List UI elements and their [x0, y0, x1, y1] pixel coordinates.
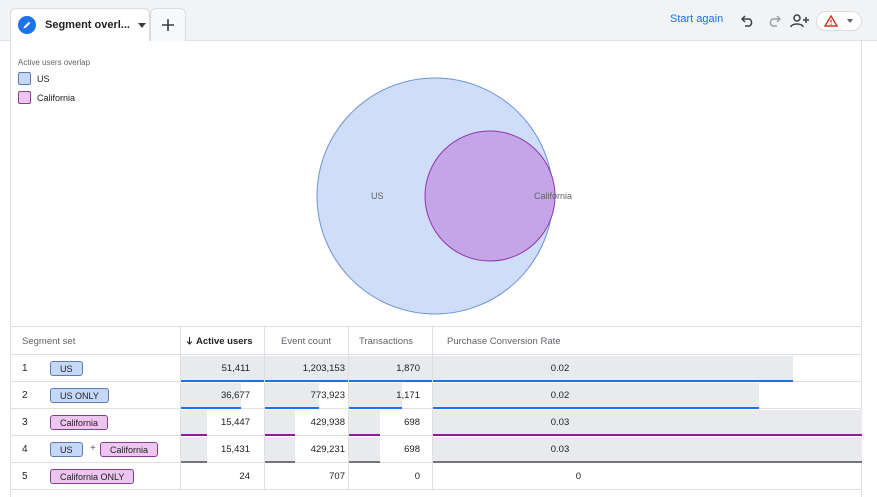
header-active-users[interactable]: Active users — [180, 327, 264, 355]
warning-icon — [824, 15, 838, 27]
legend-label-california: California — [37, 92, 76, 103]
undo-icon[interactable] — [739, 12, 757, 30]
table-header: Segment set Active users Event count Tra… — [10, 327, 862, 355]
segment-table: Segment set Active users Event count Tra… — [10, 326, 862, 490]
segment-chip-us[interactable]: US — [50, 361, 83, 376]
pencil-icon[interactable] — [18, 16, 36, 34]
table-row[interactable]: 5 California ONLY 24 707 0 0 — [10, 463, 862, 490]
segment-chip-us[interactable]: US — [50, 442, 83, 457]
header-segment-set[interactable]: Segment set — [22, 335, 76, 347]
header-transactions[interactable]: Transactions — [348, 327, 432, 355]
legend-label-us: US — [37, 73, 50, 84]
legend-swatch-california — [18, 91, 31, 104]
segment-plus: + — [90, 443, 96, 454]
top-bar: Segment overl... Start again — [0, 0, 877, 41]
legend-item-us[interactable]: US — [18, 72, 50, 85]
segment-overlap-panel: Active users overlap US California US Ca… — [10, 41, 862, 497]
start-again-button[interactable]: Start again — [670, 13, 724, 25]
legend-item-california[interactable]: California — [18, 91, 75, 104]
legend-title: Active users overlap — [18, 58, 91, 67]
venn-label-california: California — [534, 191, 572, 201]
chevron-down-icon[interactable] — [847, 19, 853, 23]
legend-swatch-us — [18, 72, 31, 85]
table-row[interactable]: 4 US + California 15,431 429,231 698 0.0… — [10, 436, 862, 463]
tab-segment-overlap[interactable]: Segment overl... — [10, 8, 150, 41]
tab-label: Segment overl... — [45, 19, 130, 31]
segment-chip-california-only[interactable]: California ONLY — [50, 469, 135, 484]
redo-icon[interactable] — [765, 12, 783, 30]
sort-down-icon — [186, 337, 193, 345]
add-tab-button[interactable] — [150, 8, 186, 41]
share-user-icon[interactable] — [789, 12, 811, 30]
header-purchase-conversion-rate[interactable]: Purchase Conversion Rate — [432, 327, 862, 355]
table-row[interactable]: 2 US ONLY 36,677 773,923 1,171 0.02 — [10, 382, 862, 409]
venn-diagram: US California — [316, 77, 572, 315]
plus-icon — [162, 19, 174, 31]
segment-chip-california[interactable]: California — [100, 442, 159, 457]
venn-circle-california[interactable] — [424, 130, 556, 262]
table-row[interactable]: 3 California 15,447 429,938 698 0.03 — [10, 409, 862, 436]
venn-label-us: US — [371, 191, 384, 201]
insights-alert-button[interactable] — [816, 11, 862, 31]
table-row[interactable]: 1 US 51,411 1,203,153 1,870 0.02 — [10, 355, 862, 382]
header-event-count[interactable]: Event count — [264, 327, 348, 355]
segment-chip-california[interactable]: California — [50, 415, 109, 430]
segment-chip-us-only[interactable]: US ONLY — [50, 388, 109, 403]
chevron-down-icon[interactable] — [137, 22, 146, 28]
